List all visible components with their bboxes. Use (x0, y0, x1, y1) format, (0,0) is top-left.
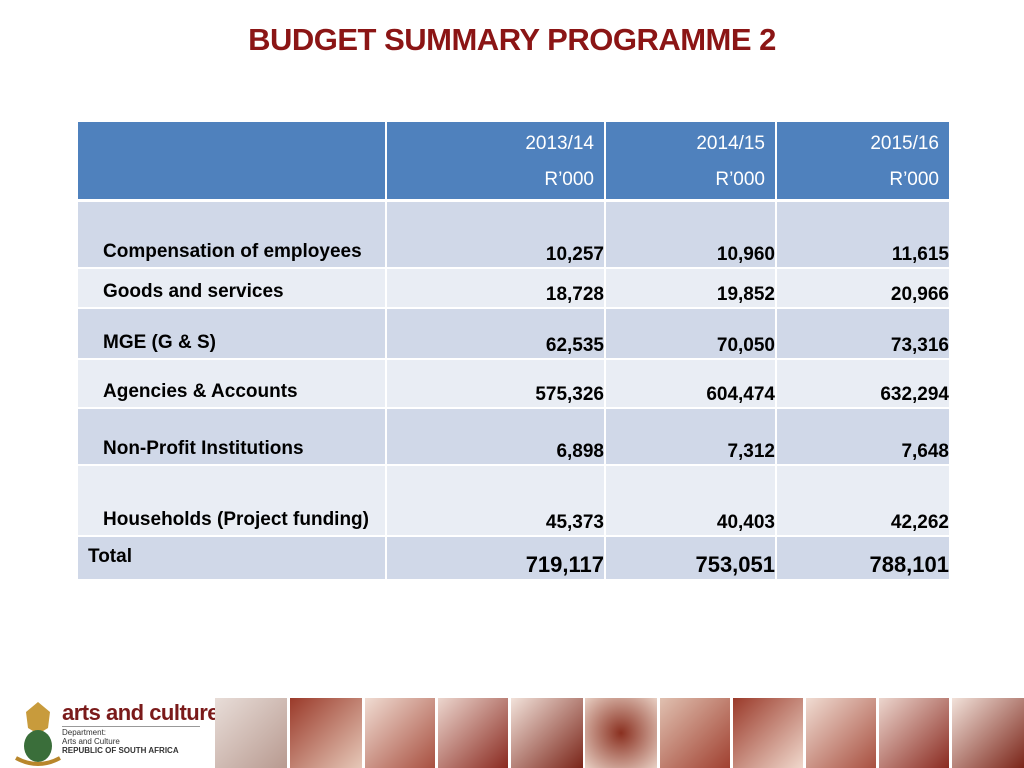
cell-value: 62,535 (545, 335, 604, 356)
table-cell: Non-Profit Institutions (78, 409, 387, 464)
department-label: Department: (62, 728, 107, 737)
table-cell: 70,050 (606, 309, 777, 358)
table-cell: 10,257 (387, 202, 606, 267)
coat-of-arms (15, 702, 61, 766)
table-cell: 7,648 (777, 409, 949, 464)
table-row: Compensation of employees 10,257 10,960 11,… (78, 202, 949, 269)
row-label: Households (Project funding) (103, 509, 369, 530)
total-cell: Total (78, 537, 387, 579)
table-cell: 632,294 (777, 360, 949, 407)
photo-tile (879, 698, 949, 768)
department-name: Arts and Culture (62, 737, 120, 746)
photo-tile (660, 698, 730, 768)
cell-value: 18,728 (545, 284, 604, 305)
cell-value: 70,050 (716, 335, 775, 356)
photo-tile (733, 698, 803, 768)
wreath (15, 756, 61, 766)
budget-table: 2013/14 R’000 2014/15 R’000 2015/16 R’000 Comp… (78, 122, 949, 581)
total-cell: 753,051 (606, 537, 777, 579)
table-cell: Goods and services (78, 269, 387, 307)
cell-value: 7,648 (901, 441, 949, 462)
brand: arts and culture (62, 700, 220, 725)
table-cell: 604,474 (606, 360, 777, 407)
photo-tile (290, 698, 362, 768)
table-cell: 575,326 (387, 360, 606, 407)
cell-value: 19,852 (716, 284, 775, 305)
cell-value: 604,474 (706, 384, 775, 405)
shield (24, 730, 52, 762)
header-cell (78, 122, 387, 199)
crest (26, 702, 50, 734)
header-cell: 2013/14 R’000 (387, 122, 606, 199)
cell-value: 45,373 (545, 512, 604, 533)
table-cell: Agencies & Accounts (78, 360, 387, 407)
cell-value: 575,326 (535, 384, 604, 405)
table-cell: 45,373 (387, 466, 606, 535)
cell-value: 632,294 (880, 384, 949, 405)
total-value: 788,101 (869, 552, 949, 577)
cell-value: 11,615 (891, 244, 949, 265)
table-cell: Compensation of employees (78, 202, 387, 267)
row-label: Agencies & Accounts (103, 381, 298, 402)
header-text: R’000 (715, 169, 765, 190)
slide-title: BUDGET SUMMARY PROGRAMME 2 (248, 22, 776, 57)
table-row: Households (Project funding) 45,373 40,403… (78, 466, 949, 537)
table-cell: 19,852 (606, 269, 777, 307)
photo-tile (438, 698, 508, 768)
table-cell: 40,403 (606, 466, 777, 535)
header-text: R’000 (889, 169, 939, 190)
total-value: 719,117 (525, 552, 604, 577)
cell-value: 20,966 (890, 284, 949, 305)
table-row: Non-Profit Institutions 6,898 7,312 7,648 (78, 409, 949, 466)
divider (62, 726, 200, 727)
country: REPUBLIC OF SOUTH AFRICA (62, 746, 179, 755)
footer: arts and culture Department: Arts and Cu… (0, 690, 1024, 768)
table-cell: 10,960 (606, 202, 777, 267)
total-label: Total (88, 546, 132, 567)
table-cell: 11,615 (777, 202, 949, 267)
table-cell: MGE (G & S) (78, 309, 387, 358)
table-cell: 6,898 (387, 409, 606, 464)
header-cell: 2015/16 R’000 (777, 122, 949, 199)
table-cell: 62,535 (387, 309, 606, 358)
department: Department: Arts and Culture REPUBLIC OF… (62, 728, 179, 755)
row-label: Non-Profit Institutions (103, 438, 304, 459)
table-cell: Households (Project funding) (78, 466, 387, 535)
photo-tile (365, 698, 435, 768)
cell-value: 7,312 (727, 441, 775, 462)
table-cell: 42,262 (777, 466, 949, 535)
header-text: 2015/16 (870, 133, 939, 154)
photo-tile (215, 698, 287, 768)
table-cell: 18,728 (387, 269, 606, 307)
total-cell: 788,101 (777, 537, 949, 579)
cell-value: 40,403 (716, 512, 775, 533)
header-row: 2013/14 R’000 2014/15 R’000 2015/16 R’000 (78, 122, 949, 202)
table-row: MGE (G & S) 62,535 70,050 73,316 (78, 309, 949, 360)
cell-value: 6,898 (556, 441, 604, 462)
table-cell: 20,966 (777, 269, 949, 307)
row-label: Compensation of employees (103, 241, 362, 262)
cell-value: 10,257 (545, 244, 604, 265)
header-cell: 2014/15 R’000 (606, 122, 777, 199)
total-row: Total 719,117 753,051 788,101 (78, 537, 949, 581)
cell-value: 10,960 (716, 244, 775, 265)
header-text: 2014/15 (696, 133, 765, 154)
photo-tile (806, 698, 876, 768)
header-text: R’000 (544, 169, 594, 190)
table-row: Agencies & Accounts 575,326 604,474 632,294 (78, 360, 949, 409)
cell-value: 73,316 (890, 335, 949, 356)
photo-tile (511, 698, 583, 768)
row-label: MGE (G & S) (103, 332, 216, 353)
table-row: Goods and services 18,728 19,852 20,966 (78, 269, 949, 309)
row-label: Goods and services (103, 281, 284, 302)
total-value: 753,051 (695, 552, 775, 577)
table-cell: 7,312 (606, 409, 777, 464)
table-cell: 73,316 (777, 309, 949, 358)
header-text: 2013/14 (525, 133, 594, 154)
cell-value: 42,262 (890, 512, 949, 533)
total-cell: 719,117 (387, 537, 606, 579)
photo-tile (585, 698, 657, 768)
photo-tile (952, 698, 1024, 768)
